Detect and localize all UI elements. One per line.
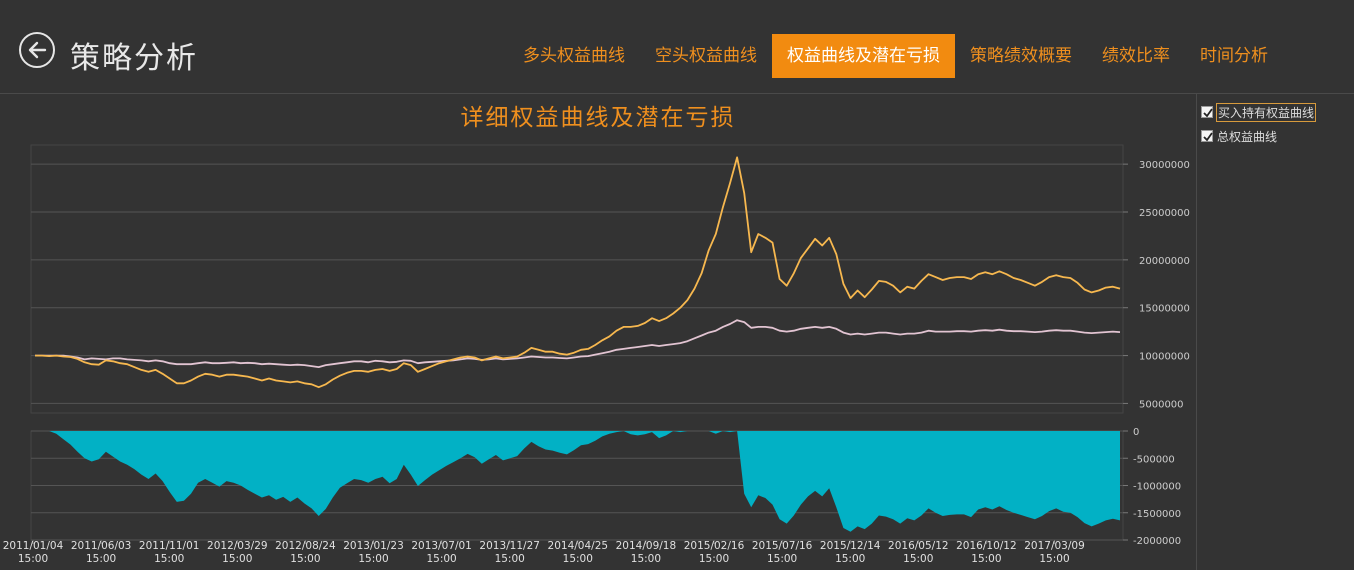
x-tick-time: 15:00 [631,553,661,565]
x-tick-date: 2011/06/03 [71,540,132,552]
buyhold-equity-line [35,319,1121,369]
legend-label: 买入持有权益曲线 [1215,102,1317,122]
header: 策略分析 多头权益曲线 空头权益曲线 权益曲线及潜在亏损 策略绩效概要 绩效比率… [0,0,1354,93]
x-tick-date: 2015/02/16 [684,540,745,552]
x-tick-time: 15:00 [835,553,865,565]
x-tick-time: 15:00 [154,553,184,565]
x-tick-time: 15:00 [563,553,593,565]
x-tick-time: 15:00 [290,553,320,565]
top-ytick-label: 5000000 [1139,399,1184,410]
tab-performance-summary[interactable]: 策略绩效概要 [970,46,1072,66]
tab-bar: 多头权益曲线 空头权益曲线 权益曲线及潜在亏损 策略绩效概要 绩效比率 时间分析 [508,34,1283,78]
x-tick-time: 15:00 [358,553,388,565]
x-tick-date: 2011/11/01 [139,540,200,552]
tab-short-equity[interactable]: 空头权益曲线 [655,46,757,66]
check-icon [1203,108,1213,118]
top-ytick-label: 20000000 [1139,256,1190,267]
x-tick-time: 15:00 [426,553,456,565]
x-tick-time: 15:00 [767,553,797,565]
x-tick-time: 15:00 [699,553,729,565]
page-title: 策略分析 [70,41,198,76]
x-tick-date: 2016/10/12 [956,540,1017,552]
top-ytick-label: 30000000 [1139,160,1190,171]
x-tick-date: 2012/03/29 [207,540,268,552]
checkbox-total[interactable] [1201,130,1213,142]
x-tick-date: 2015/12/14 [820,540,881,552]
x-tick-time: 15:00 [18,553,48,565]
x-tick-date: 2013/07/01 [411,540,472,552]
tab-long-equity[interactable]: 多头权益曲线 [523,46,625,66]
bottom-ytick-label: -1000000 [1133,482,1181,493]
total-equity-line [35,156,1121,389]
chart-title: 详细权益曲线及潜在亏损 [460,105,736,131]
x-tick-date: 2015/07/16 [752,540,813,552]
top-ytick-label: 10000000 [1139,352,1190,363]
legend-label: 总权益曲线 [1217,129,1278,144]
tab-equity-drawdown[interactable]: 权益曲线及潜在亏损 [772,34,955,78]
legend-item-buyhold[interactable]: 买入持有权益曲线 [1201,100,1351,124]
x-tick-time: 15:00 [222,553,252,565]
x-tick-time: 15:00 [903,553,933,565]
tab-performance-ratios[interactable]: 绩效比率 [1102,46,1170,66]
x-tick-date: 2013/01/23 [343,540,404,552]
top-ytick-label: 25000000 [1139,208,1190,219]
x-tick-time: 15:00 [1039,553,1069,565]
arrow-left-icon [28,41,47,59]
legend: 买入持有权益曲线 总权益曲线 [1201,100,1351,148]
x-tick-date: 2014/04/25 [548,540,609,552]
top-panel-frame [30,144,1124,414]
x-tick-time: 15:00 [495,553,525,565]
legend-item-total[interactable]: 总权益曲线 [1201,124,1351,148]
header-divider [0,93,1354,94]
x-tick-time: 15:00 [86,553,116,565]
bottom-ytick-label: 0 [1133,427,1139,438]
back-button[interactable] [19,32,55,68]
x-tick-date: 2012/08/24 [275,540,336,552]
bottom-ytick-label: -1500000 [1133,509,1181,520]
bottom-ytick-label: -2000000 [1133,536,1181,547]
tab-time-analysis[interactable]: 时间分析 [1200,46,1268,66]
x-tick-date: 2014/09/18 [616,540,677,552]
drawdown-area [35,431,1120,532]
x-tick-date: 2016/05/12 [888,540,949,552]
bottom-ytick-label: -500000 [1133,454,1175,465]
legend-divider [1196,94,1197,570]
check-icon [1203,132,1213,142]
x-tick-date: 2013/11/27 [479,540,540,552]
x-tick-date: 2017/03/09 [1024,540,1085,552]
checkbox-buyhold[interactable] [1201,106,1213,118]
x-tick-time: 15:00 [971,553,1001,565]
x-tick-date: 2011/01/04 [3,540,64,552]
top-ytick-label: 15000000 [1139,304,1190,315]
